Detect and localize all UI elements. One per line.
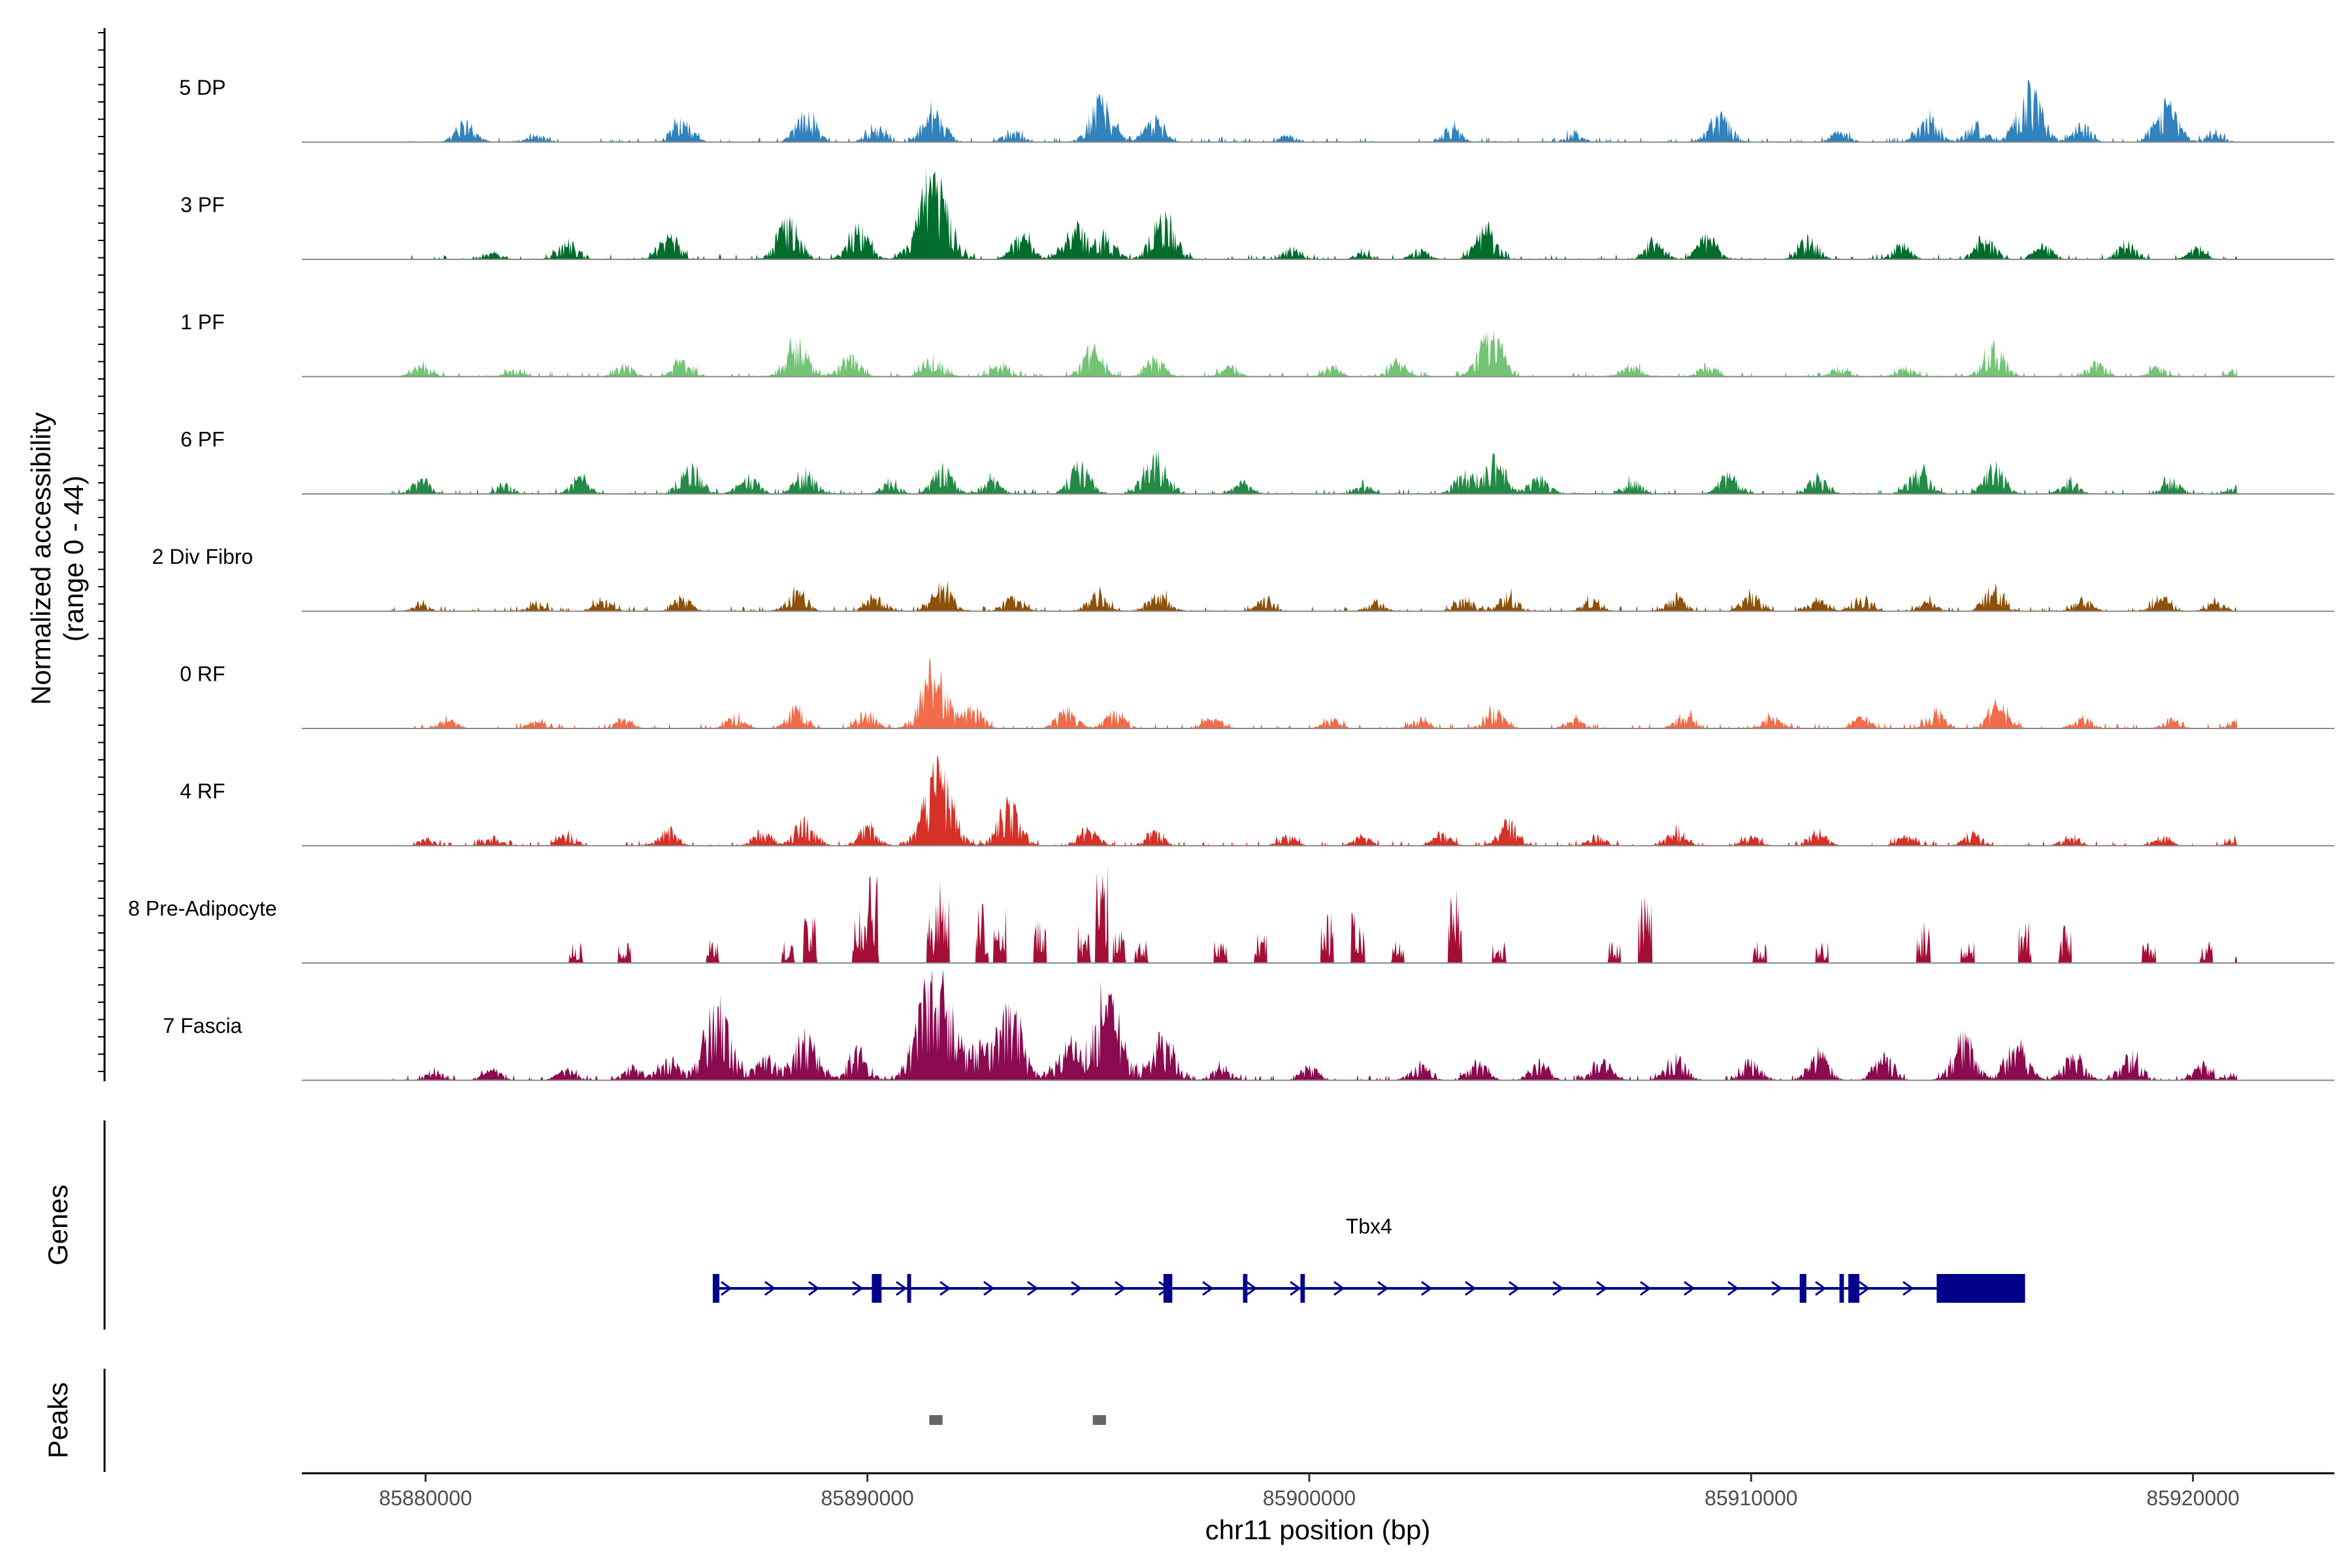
track-label: 3 PF [180, 193, 225, 217]
track-0-rf: 0 RF [180, 657, 2334, 729]
strand-arrow [983, 1281, 995, 1296]
strand-arrow [1115, 1281, 1126, 1296]
y-axis [98, 28, 106, 1081]
coverage-area [390, 449, 2238, 494]
gene-exon [1848, 1274, 1859, 1303]
gene-exon [1243, 1274, 1248, 1303]
track-label: 0 RF [180, 662, 225, 686]
peak-region [1092, 1415, 1106, 1425]
track-label: 7 Fascia [163, 1014, 242, 1037]
track-2-div-fibro: 2 Div Fibro [152, 545, 2334, 612]
gene-exon [712, 1274, 720, 1303]
strand-arrow [1684, 1281, 1695, 1296]
genes-panel: Genes Tbx4 [42, 1120, 2025, 1330]
strand-arrow [1903, 1281, 1914, 1296]
strand-arrow [852, 1281, 864, 1296]
track-7-fascia: 7 Fascia [163, 969, 2334, 1081]
strand-arrow [1859, 1281, 1870, 1296]
genes-panel-title: Genes [42, 1184, 73, 1266]
strand-arrow [1815, 1281, 1827, 1296]
gene-exon [1300, 1274, 1305, 1303]
peak-region [929, 1415, 943, 1425]
strand-arrow [1552, 1281, 1564, 1296]
y-axis-title-line2: (range 0 - 44) [58, 476, 89, 642]
y-axis-title-line1: Normalized accessibility [25, 412, 56, 705]
strand-arrow [1465, 1281, 1477, 1296]
track-label: 6 PF [180, 428, 225, 451]
gene-exon [1799, 1274, 1806, 1303]
peak-regions [929, 1415, 1106, 1425]
strand-arrow [1027, 1281, 1039, 1296]
strand-arrow [1509, 1281, 1520, 1296]
strand-arrow [939, 1281, 951, 1296]
track-5-dp: 5 DP [179, 76, 2334, 143]
coverage-tracks: 5 DP 3 PF 1 PF 6 PF 2 Div Fibro 0 RF 4 RF 8 Pre… [128, 76, 2334, 1081]
track-4-rf: 4 RF [180, 756, 2334, 847]
x-axis: 85880000 85890000 85900000 85910000 85920000 [302, 1472, 2334, 1510]
track-3-pf: 3 PF [180, 169, 2334, 260]
coverage-area [390, 864, 2238, 963]
gene-exon [907, 1274, 911, 1303]
strand-arrow [1727, 1281, 1739, 1296]
strand-arrow [721, 1281, 732, 1296]
coverage-area [390, 79, 2238, 142]
gene-utr [1936, 1274, 2025, 1303]
track-label: 4 RF [180, 779, 225, 803]
track-label: 2 Div Fibro [152, 545, 253, 568]
x-tick-label: 85890000 [821, 1486, 913, 1510]
strand-arrow [1596, 1281, 1608, 1296]
track-label: 5 DP [179, 76, 225, 99]
strand-arrow [764, 1281, 776, 1296]
gene-name-label: Tbx4 [1346, 1215, 1392, 1238]
track-label: 8 Pre-Adipocyte [128, 897, 277, 921]
coverage-area [390, 169, 2238, 259]
track-1-pf: 1 PF [180, 310, 2334, 378]
peaks-panel: Peaks [42, 1369, 1106, 1472]
track-8-pre-adipocyte: 8 Pre-Adipocyte [128, 864, 2334, 964]
strand-arrow [1640, 1281, 1652, 1296]
strand-arrow [808, 1281, 820, 1296]
strand-arrow [1071, 1281, 1083, 1296]
gene-exon [1163, 1274, 1173, 1303]
x-tick-label: 85910000 [1705, 1486, 1797, 1510]
track-6-pf: 6 PF [180, 428, 2334, 495]
strand-arrow [1290, 1281, 1301, 1296]
track-label: 1 PF [180, 310, 225, 334]
x-tick-label: 85880000 [379, 1486, 472, 1510]
strand-arrow [1202, 1281, 1214, 1296]
peaks-panel-title: Peaks [42, 1382, 73, 1459]
strand-arrow [1377, 1281, 1389, 1296]
strand-arrow [896, 1281, 907, 1296]
x-tick-label: 85920000 [2146, 1486, 2239, 1510]
gene-models: Tbx4 [712, 1215, 2025, 1303]
x-axis-title: chr11 position (bp) [1205, 1514, 1431, 1545]
strand-arrow [1333, 1281, 1345, 1296]
gene-exon [872, 1274, 882, 1303]
x-tick-label: 85900000 [1263, 1486, 1356, 1510]
strand-arrow [1771, 1281, 1783, 1296]
strand-arrow [1246, 1281, 1258, 1296]
gene-exon [1839, 1274, 1844, 1303]
strand-arrow [1421, 1281, 1433, 1296]
